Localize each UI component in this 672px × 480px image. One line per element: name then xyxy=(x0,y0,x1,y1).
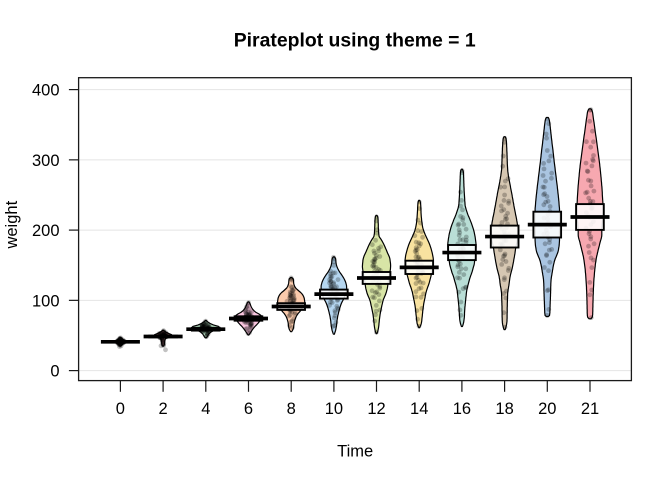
svg-text:12: 12 xyxy=(367,400,385,418)
svg-text:weight: weight xyxy=(3,200,21,249)
svg-text:16: 16 xyxy=(453,400,471,418)
svg-text:Pirateplot using theme = 1: Pirateplot using theme = 1 xyxy=(234,30,476,52)
svg-text:14: 14 xyxy=(410,400,428,418)
svg-text:18: 18 xyxy=(495,400,513,418)
svg-text:0: 0 xyxy=(50,363,59,381)
svg-text:20: 20 xyxy=(538,400,556,418)
svg-text:10: 10 xyxy=(325,400,343,418)
svg-text:Time: Time xyxy=(337,442,373,460)
svg-text:200: 200 xyxy=(32,222,60,240)
svg-text:400: 400 xyxy=(32,82,60,100)
svg-text:6: 6 xyxy=(244,400,253,418)
svg-text:2: 2 xyxy=(159,400,168,418)
svg-text:0: 0 xyxy=(116,400,125,418)
svg-text:8: 8 xyxy=(287,400,296,418)
svg-text:100: 100 xyxy=(32,292,60,310)
svg-text:300: 300 xyxy=(32,152,60,170)
svg-text:21: 21 xyxy=(581,400,599,418)
svg-text:4: 4 xyxy=(201,400,210,418)
